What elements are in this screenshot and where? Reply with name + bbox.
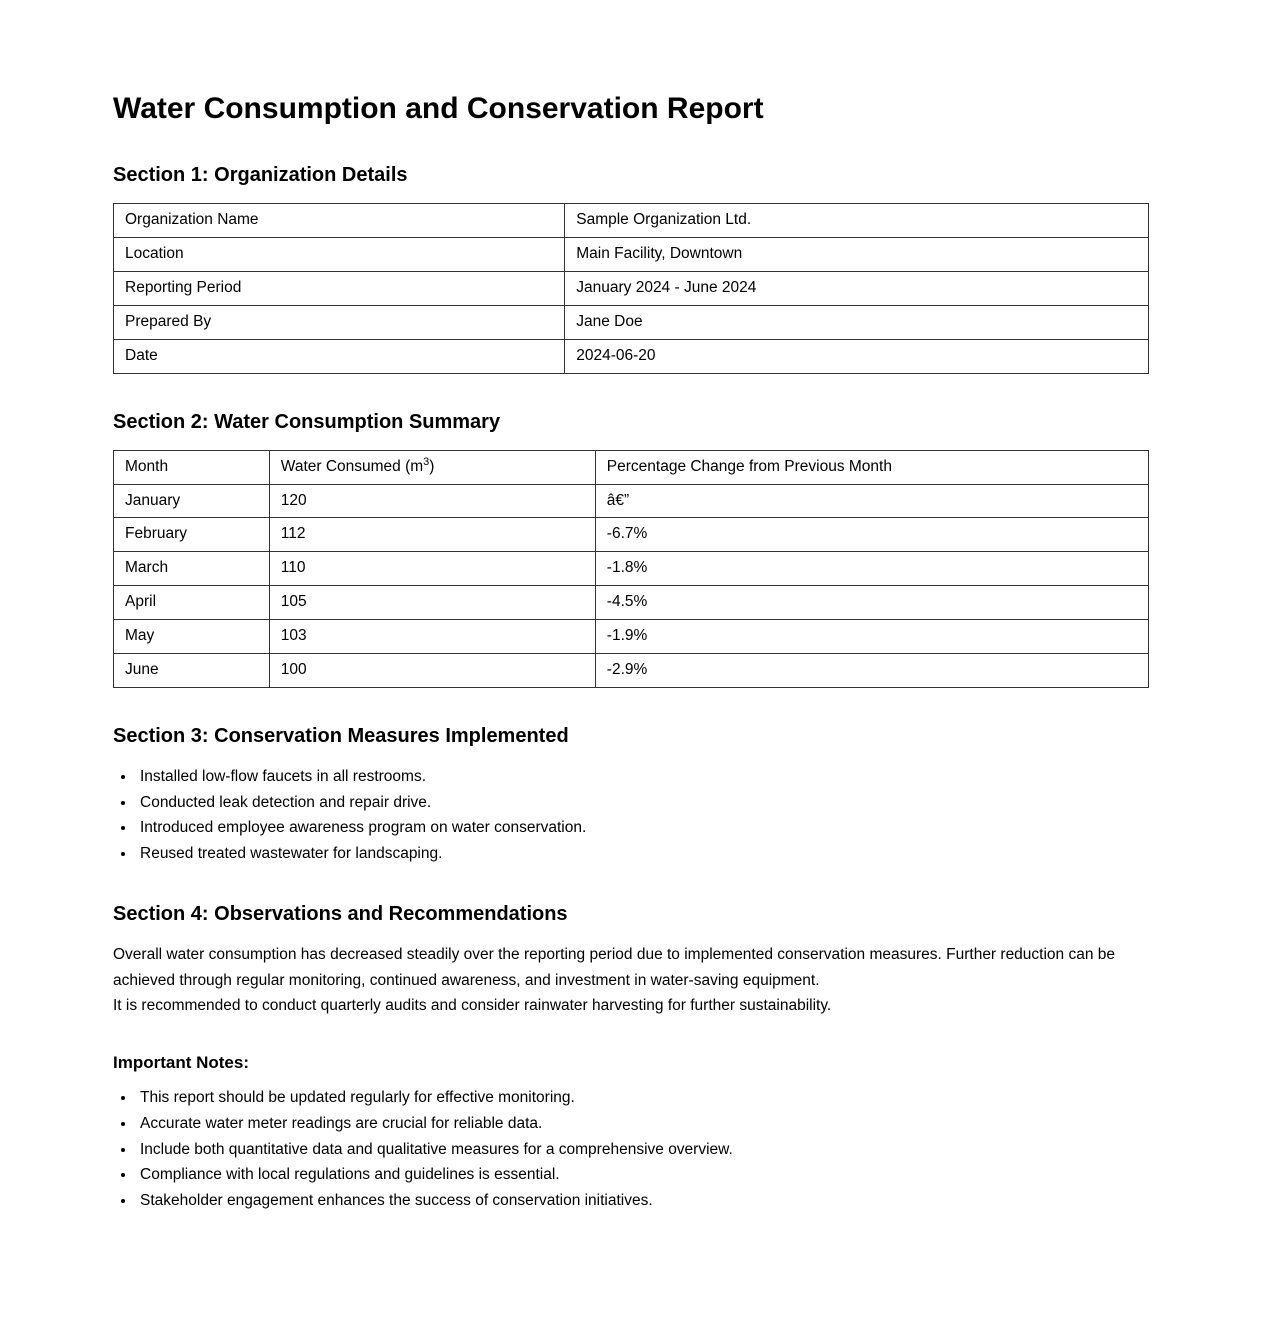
consumption-summary-table: Month Water Consumed (m3) Percentage Cha… (113, 449, 1150, 689)
org-detail-label: Reporting Period (112, 270, 566, 306)
list-item: Accurate water meter readings are crucia… (136, 1111, 1149, 1137)
change-cell: -1.9% (594, 619, 1150, 655)
org-detail-label: Location (112, 236, 566, 272)
page-title: Water Consumption and Conservation Repor… (113, 92, 764, 125)
table-header-row: Month Water Consumed (m3) Percentage Cha… (113, 449, 1150, 485)
consumed-cell: 100 (268, 653, 596, 689)
month-cell: June (113, 653, 270, 689)
table-row: Date 2024-06-20 (112, 338, 1149, 374)
org-detail-label: Date (112, 338, 566, 374)
org-detail-value: 2024-06-20 (564, 338, 1149, 374)
change-cell: -4.5% (594, 585, 1150, 621)
conservation-measures-list: Installed low-flow faucets in all restro… (113, 764, 1149, 866)
column-header-month: Month (113, 449, 270, 485)
table-row: Reporting Period January 2024 - June 202… (112, 270, 1149, 306)
list-item: Reused treated wastewater for landscapin… (136, 841, 1149, 867)
consumed-cell: 103 (268, 619, 596, 655)
org-detail-label: Prepared By (112, 304, 566, 340)
table-row: April 105 -4.5% (113, 585, 1150, 621)
section2-heading: Section 2: Water Consumption Summary (113, 410, 501, 433)
table-row: Location Main Facility, Downtown (112, 236, 1149, 272)
change-cell: -2.9% (594, 653, 1150, 689)
table-row: February 112 -6.7% (113, 517, 1150, 553)
section4-heading: Section 4: Observations and Recommendati… (113, 903, 568, 926)
consumed-cell: 112 (268, 517, 596, 553)
table-row: January 120 â€” (113, 483, 1150, 519)
list-item: Include both quantitative data and quali… (136, 1137, 1149, 1163)
consumed-header-text: Water Consumed (m (280, 457, 424, 475)
table-row: March 110 -1.8% (113, 551, 1150, 587)
important-notes-list: This report should be updated regularly … (113, 1085, 1149, 1213)
list-item: Conducted leak detection and repair driv… (136, 790, 1149, 816)
org-detail-value: Jane Doe (564, 304, 1149, 340)
recommendation-text: It is recommended to conduct quarterly a… (113, 997, 832, 1015)
change-cell: â€” (594, 483, 1150, 519)
org-detail-label: Organization Name (112, 203, 566, 238)
org-details-table: Organization Name Sample Organization Lt… (112, 203, 1149, 374)
change-cell: -6.7% (594, 517, 1150, 553)
table-row: Prepared By Jane Doe (112, 304, 1149, 340)
list-item: Stakeholder engagement enhances the succ… (136, 1188, 1149, 1214)
month-cell: May (113, 619, 270, 655)
list-item: Introduced employee awareness program on… (136, 815, 1149, 841)
consumed-cell: 110 (268, 551, 596, 587)
month-cell: January (113, 483, 270, 519)
important-notes-heading: Important Notes: (113, 1053, 249, 1072)
list-item: Installed low-flow faucets in all restro… (136, 764, 1149, 790)
list-item: This report should be updated regularly … (136, 1085, 1149, 1111)
consumed-cell: 120 (268, 483, 596, 519)
observations-paragraph: Overall water consumption has decreased … (113, 942, 1149, 1019)
column-header-change: Percentage Change from Previous Month (594, 449, 1150, 485)
consumed-cell: 105 (268, 585, 596, 621)
observations-text: Overall water consumption has decreased … (113, 946, 1116, 989)
column-header-consumed: Water Consumed (m3) (268, 449, 596, 485)
list-item: Compliance with local regulations and gu… (136, 1162, 1149, 1188)
table-row: June 100 -2.9% (113, 653, 1150, 689)
org-detail-value: Sample Organization Ltd. (564, 203, 1149, 238)
org-detail-value: Main Facility, Downtown (564, 236, 1149, 272)
consumed-header-close-paren: ) (429, 457, 435, 475)
consumed-header-superscript: 3 (423, 455, 430, 468)
table-row: Organization Name Sample Organization Lt… (112, 203, 1149, 238)
month-cell: March (113, 551, 270, 587)
month-cell: April (113, 585, 270, 621)
month-cell: February (113, 517, 270, 553)
table-row: May 103 -1.9% (113, 619, 1150, 655)
section1-heading: Section 1: Organization Details (113, 164, 408, 186)
org-detail-value: January 2024 - June 2024 (564, 270, 1149, 306)
change-cell: -1.8% (594, 551, 1150, 587)
section3-heading: Section 3: Conservation Measures Impleme… (113, 725, 569, 748)
